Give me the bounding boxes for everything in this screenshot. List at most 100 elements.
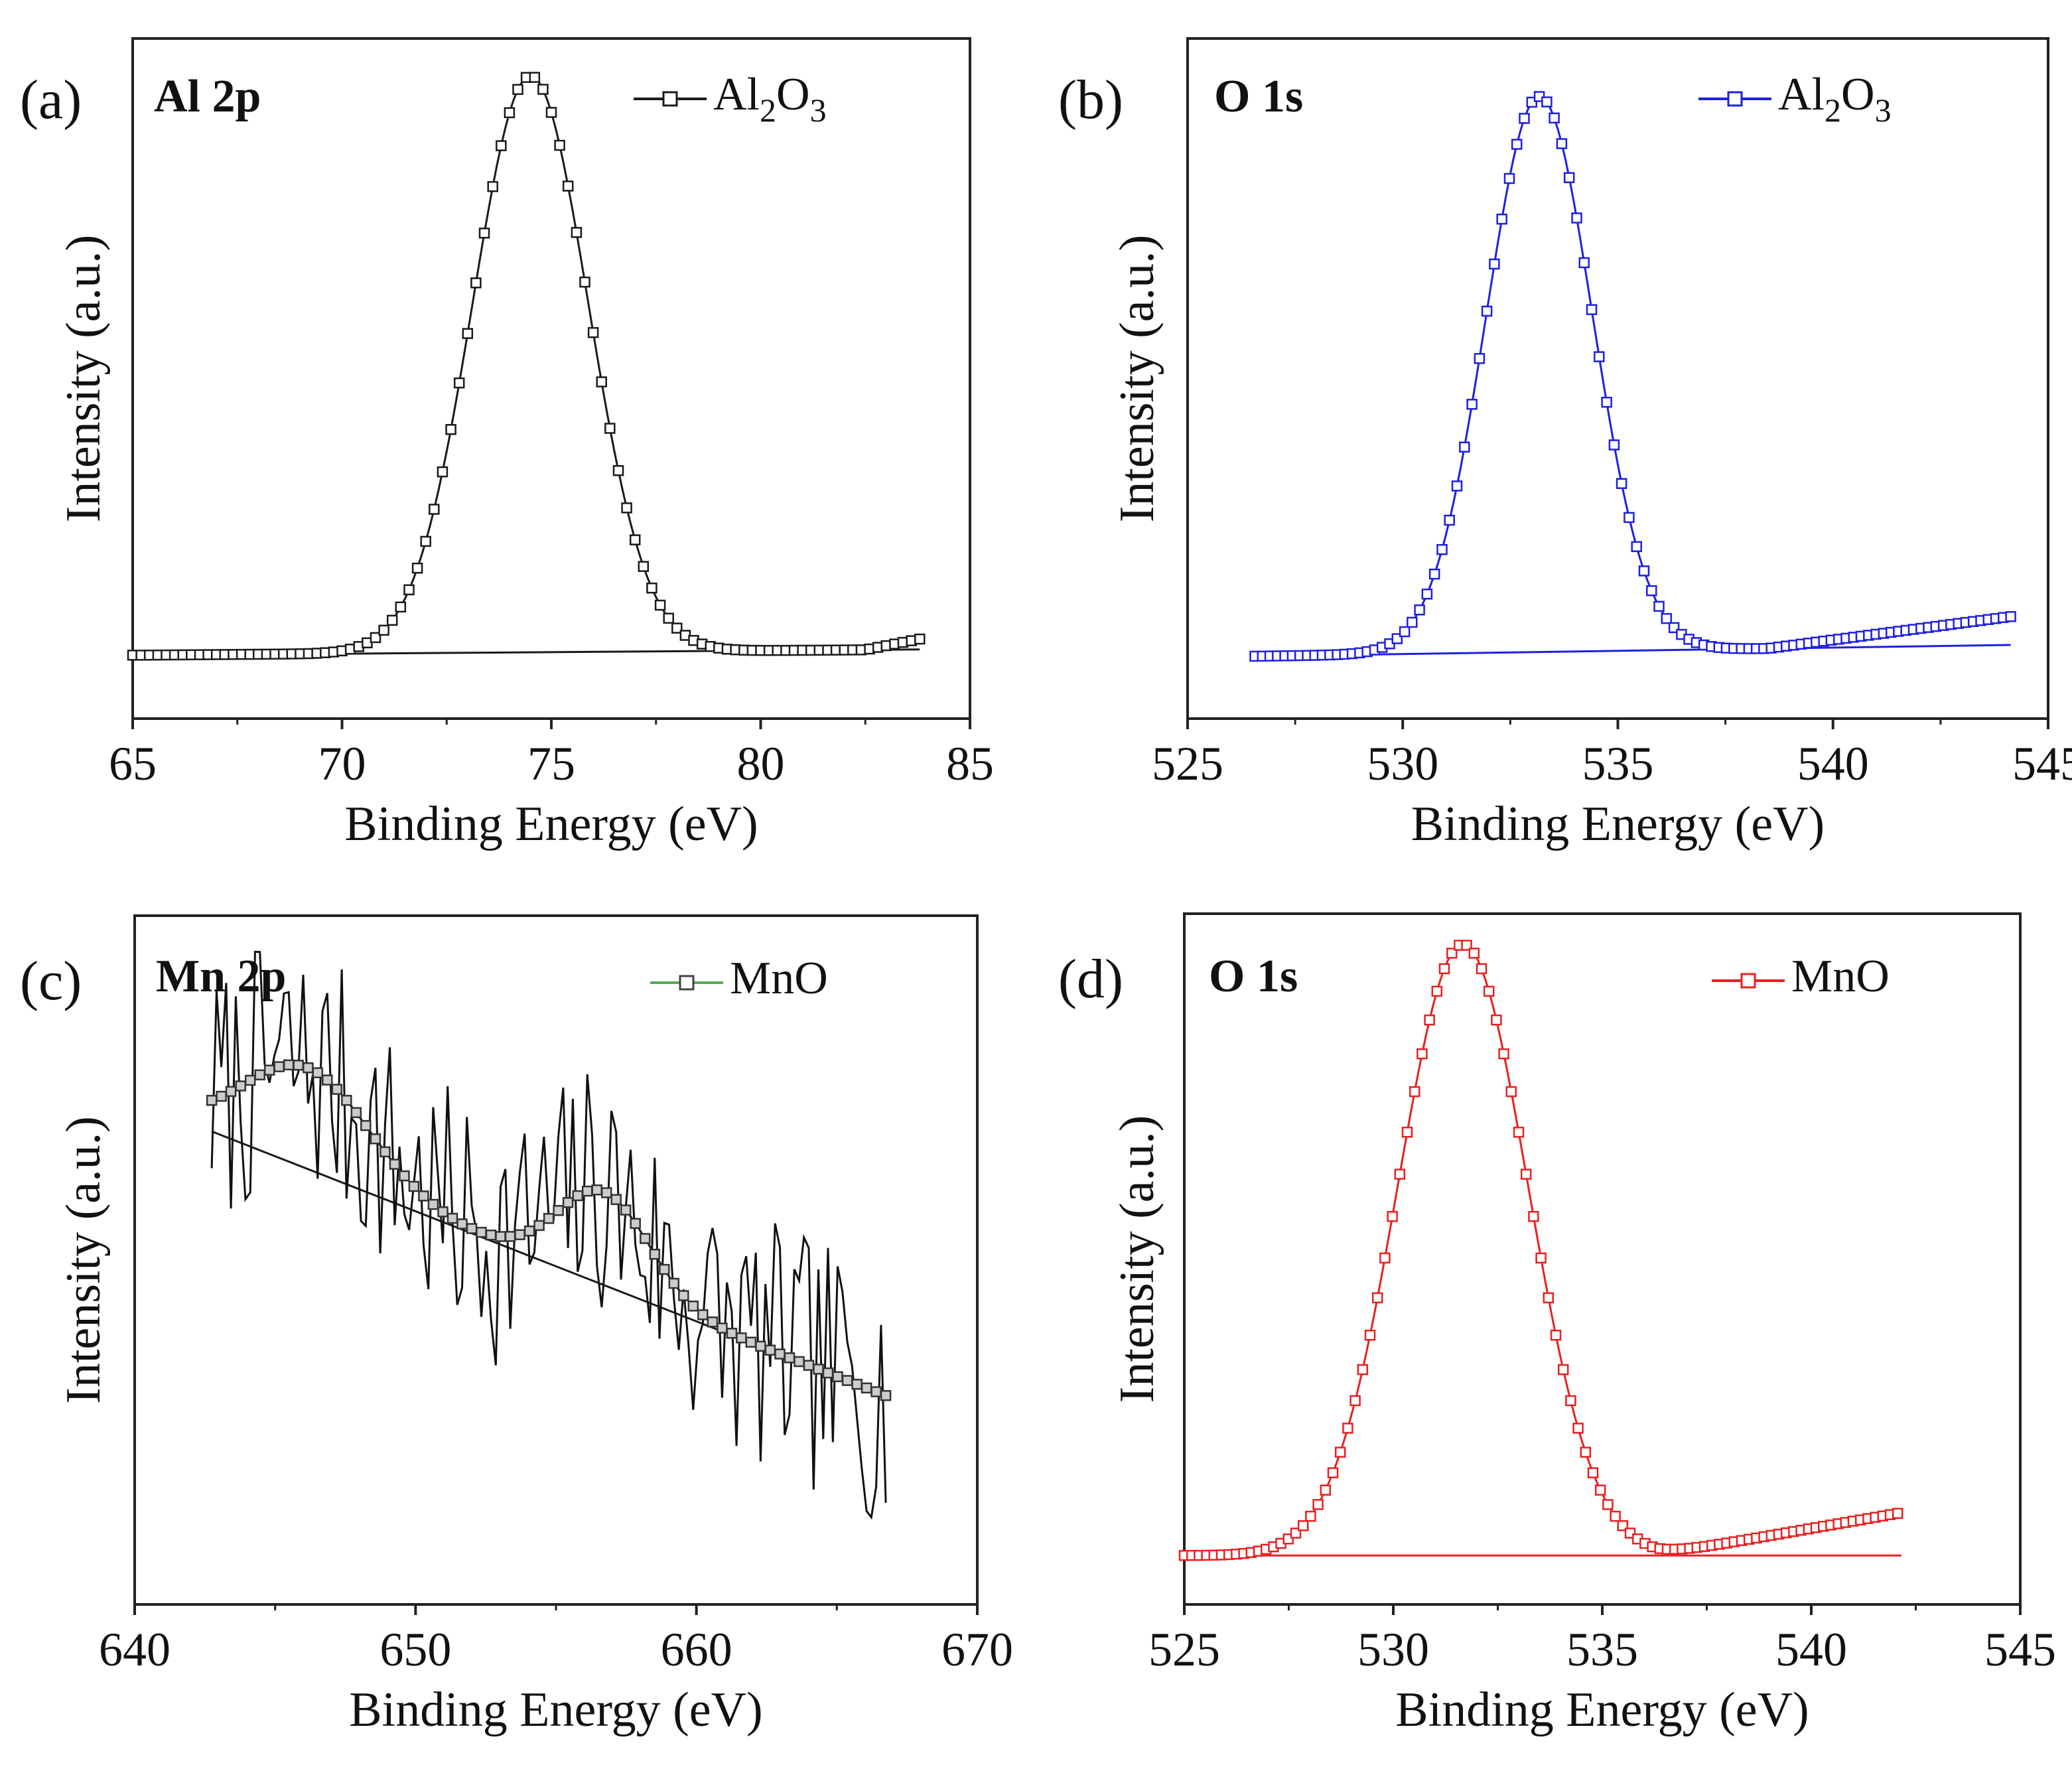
data-point [1483, 985, 1495, 997]
data-point [350, 1107, 362, 1119]
data-point [437, 466, 449, 478]
data-point [470, 277, 482, 289]
data-point [216, 1090, 227, 1102]
data-point [418, 1190, 429, 1202]
data-point [543, 1213, 555, 1224]
data-point [1653, 601, 1665, 612]
data-point [1543, 1292, 1554, 1304]
data-point [1424, 1014, 1435, 1026]
x-tick-label: 650 [380, 1623, 451, 1676]
background-line [1255, 644, 2011, 658]
data-point [581, 1185, 593, 1197]
data-point [610, 1194, 622, 1206]
data-point [2005, 611, 2016, 622]
x-tick-label: 525 [1152, 737, 1223, 790]
legend-marker [662, 91, 678, 107]
data-point [504, 1231, 516, 1242]
data-point [437, 1206, 449, 1218]
data-point [1421, 589, 1433, 600]
data-point [579, 276, 590, 288]
x-tick-label: 530 [1367, 737, 1438, 790]
data-point [861, 1382, 872, 1394]
data-point [1491, 1014, 1502, 1026]
data-point [1466, 399, 1478, 410]
data-point [654, 599, 666, 611]
data-point [832, 1371, 843, 1383]
data-point [572, 1190, 583, 1202]
data-point [403, 584, 415, 596]
data-point [851, 1378, 863, 1390]
data-point [1481, 305, 1493, 317]
data-point [487, 180, 498, 192]
data-point [659, 1263, 670, 1275]
x-tick-label: 660 [661, 1623, 732, 1676]
data-point [244, 1074, 256, 1086]
data-point [485, 1230, 497, 1241]
data-point [312, 1067, 324, 1078]
data-point [380, 1146, 391, 1158]
data-point [813, 1364, 824, 1375]
panel-label: (c) [20, 950, 82, 1012]
data-point [1312, 1499, 1324, 1510]
data-point [1364, 1329, 1376, 1341]
fit-line [211, 1064, 886, 1397]
data-point [1601, 396, 1612, 408]
data-markers [127, 72, 926, 661]
data-point [1513, 1127, 1525, 1138]
data-point [514, 1229, 525, 1241]
data-point [466, 1223, 478, 1234]
data-point [1602, 1499, 1614, 1510]
data-point [707, 1316, 719, 1328]
data-point [1474, 353, 1485, 364]
data-point [1334, 1447, 1346, 1458]
data-point [1431, 985, 1443, 997]
data-point [1496, 213, 1507, 225]
data-point [1594, 1484, 1606, 1496]
data-point [1572, 1423, 1584, 1434]
data-point [562, 180, 574, 192]
panel-label: (b) [1058, 69, 1123, 131]
data-point [1594, 351, 1605, 362]
data-point [1587, 1467, 1599, 1478]
data-point [1646, 585, 1657, 597]
data-point [554, 139, 565, 151]
data-point [630, 1218, 641, 1230]
x-tick-label: 65 [109, 737, 157, 790]
data-point [604, 423, 616, 434]
data-point [1563, 172, 1575, 183]
data-point [1371, 1292, 1383, 1304]
plot-frame [133, 914, 979, 1606]
y-axis-label: Intensity (a.u.) [1110, 1115, 1164, 1403]
data-point [429, 504, 440, 515]
legend-marker [1740, 973, 1756, 989]
data-point [399, 1170, 410, 1182]
data-point [1444, 514, 1455, 526]
x-tick-label: 540 [1797, 737, 1869, 790]
data-point [1461, 940, 1472, 951]
data-point [445, 424, 456, 435]
data-point [784, 1352, 795, 1364]
data-point [427, 1198, 439, 1210]
data-point [206, 1095, 218, 1106]
data-point [1414, 604, 1425, 616]
data-point [1342, 1423, 1353, 1434]
data-point [1451, 480, 1463, 492]
fit-line [133, 74, 920, 656]
data-point [1305, 1510, 1316, 1522]
data-point [1297, 1520, 1309, 1531]
x-tick-label: 545 [1984, 1623, 2056, 1676]
data-point [263, 1064, 275, 1076]
x-axis-label: Binding Energy (eV) [349, 1683, 762, 1737]
data-point [1357, 1364, 1369, 1376]
data-point [341, 1095, 352, 1106]
y-axis-label: Intensity (a.u.) [56, 235, 111, 523]
fit-line [1184, 943, 1902, 1557]
data-point [447, 1212, 458, 1224]
data-point [370, 1133, 381, 1145]
data-point [697, 1309, 709, 1320]
data-point [803, 1360, 815, 1371]
x-tick-label: 70 [318, 737, 366, 790]
data-point [1608, 439, 1620, 451]
data-point [1892, 1508, 1903, 1520]
data-point [649, 1248, 661, 1260]
